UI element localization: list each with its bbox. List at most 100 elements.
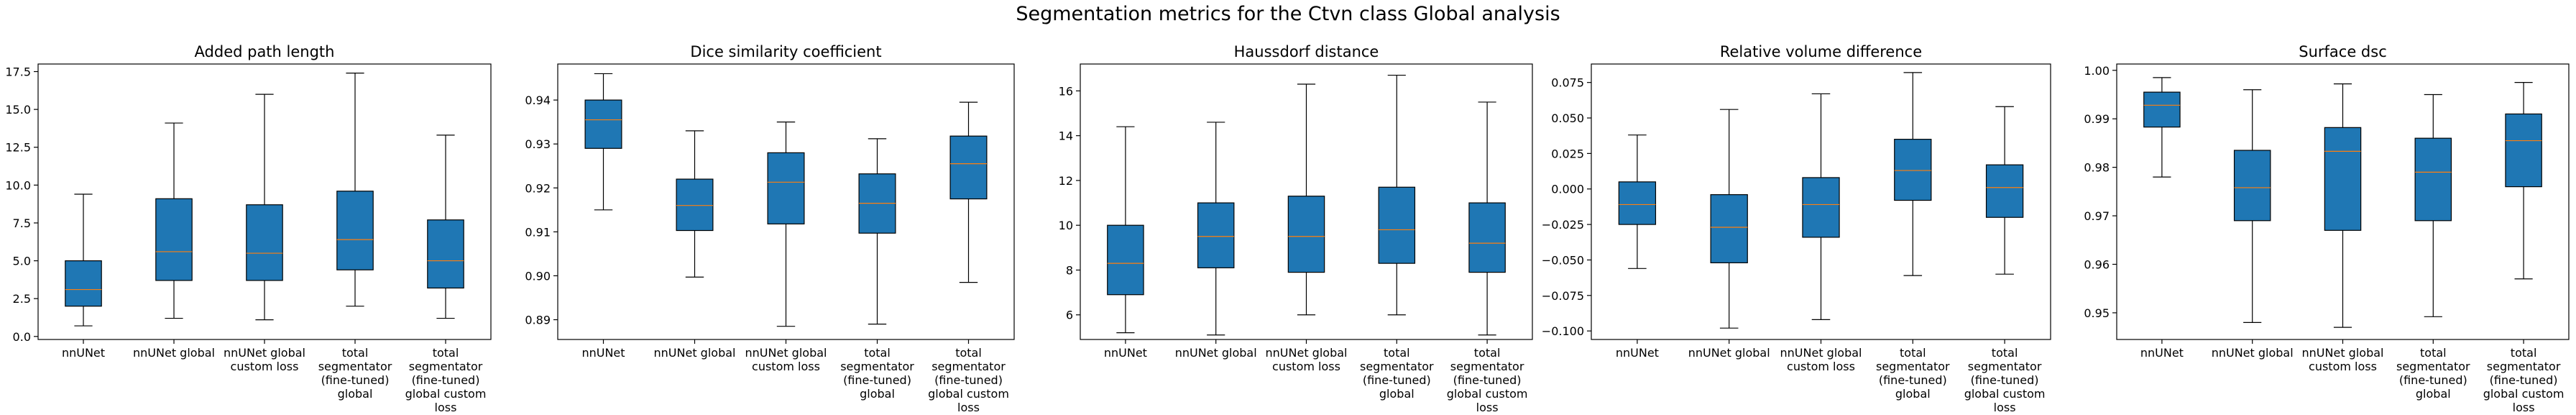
x-tick-label-line: nnUNet global bbox=[1175, 346, 1257, 360]
x-tick-label-line: nnUNet global bbox=[654, 346, 736, 360]
x-tick-label-line: global custom bbox=[405, 387, 487, 401]
box-3 bbox=[1802, 93, 1840, 320]
x-tick-label: nnUNet global bbox=[1688, 346, 1770, 360]
x-tick-label: nnUNet global custom loss bbox=[224, 346, 305, 373]
x-tick-label: nnUNet bbox=[581, 346, 625, 360]
chart-title: Relative volume difference bbox=[1720, 43, 1922, 60]
box-body bbox=[2505, 113, 2542, 188]
x-tick-label: nnUNet bbox=[2140, 346, 2184, 360]
box-4 bbox=[336, 73, 374, 307]
box-body bbox=[1468, 202, 1506, 273]
y-tick-label: 12.5 bbox=[5, 141, 31, 155]
box-body bbox=[336, 191, 374, 270]
x-tick-label-line: total bbox=[2420, 346, 2447, 360]
box-1 bbox=[65, 193, 102, 327]
y-tick-label: −0.075 bbox=[1542, 289, 1584, 303]
box-body bbox=[1107, 224, 1144, 296]
x-tick-label-line: nnUNet global bbox=[2212, 346, 2294, 360]
y-tick-label: 10 bbox=[1059, 219, 1073, 232]
x-tick-label-line: total bbox=[864, 346, 891, 360]
box-5 bbox=[1985, 106, 2024, 275]
x-tick-label-line: global custom bbox=[928, 387, 1009, 401]
x-tick-label-line: total bbox=[1992, 346, 2018, 360]
y-tick-label: 0.0 bbox=[13, 330, 31, 344]
x-tick-label: nnUNet global bbox=[654, 346, 736, 360]
x-tick-label-line: (fine-tuned) bbox=[1879, 373, 1947, 387]
y-tick-label: −0.025 bbox=[1542, 218, 1584, 232]
x-tick-label: nnUNet global bbox=[2212, 346, 2294, 360]
x-tick-label-line: loss bbox=[1994, 401, 2016, 414]
y-tick-label: −0.100 bbox=[1542, 324, 1584, 338]
y-tick-label: 1.00 bbox=[2084, 64, 2110, 78]
x-tick-label: nnUNet bbox=[1616, 346, 1659, 360]
y-tick-label: 0.98 bbox=[2084, 161, 2110, 175]
x-tick-label: nnUNet bbox=[62, 346, 105, 360]
y-tick-label: 2.5 bbox=[13, 292, 31, 306]
chart-panel-3: Haussdorf distance 6 8 10 12 14 16 nnUNet nnUNet… bbox=[1059, 43, 1533, 414]
x-tick-label-line: (fine-tuned) bbox=[934, 373, 1003, 387]
box-3 bbox=[767, 122, 805, 327]
box-4 bbox=[1894, 72, 1932, 276]
x-tick-label: total segmentator (fine-tuned) global bbox=[840, 346, 914, 401]
box-1 bbox=[584, 73, 622, 211]
axes-frame bbox=[1080, 63, 1533, 340]
box-body bbox=[767, 152, 805, 224]
box-2 bbox=[2233, 89, 2271, 323]
x-tick-label: total segmentator (fine-tuned) global custo… bbox=[1964, 346, 2046, 414]
x-tick-label-line: nnUNet global bbox=[224, 346, 305, 360]
x-tick-label-line: total bbox=[433, 346, 459, 360]
box-2 bbox=[155, 122, 193, 319]
box-body bbox=[427, 219, 464, 289]
x-tick-label: total segmentator (fine-tuned) global custo… bbox=[2483, 346, 2564, 414]
box-body bbox=[65, 260, 102, 307]
y-tick-label: 16 bbox=[1059, 84, 1073, 98]
x-tick-label: total segmentator (fine-tuned) global bbox=[1876, 346, 1950, 401]
x-tick-label-line: segmentator bbox=[318, 360, 392, 373]
x-tick-label-line: total bbox=[955, 346, 982, 360]
box-1 bbox=[2143, 77, 2181, 178]
y-tick-label: 12 bbox=[1059, 174, 1073, 188]
y-tick-label: 0.89 bbox=[525, 314, 551, 327]
y-tick-label: 0.91 bbox=[525, 225, 551, 239]
x-tick-label-line: custom loss bbox=[1272, 360, 1340, 373]
y-tick-label: 17.5 bbox=[5, 65, 31, 79]
x-tick-label-line: segmentator bbox=[1876, 360, 1950, 373]
x-tick-label-line: nnUNet global bbox=[133, 346, 215, 360]
box-body bbox=[1985, 164, 2024, 218]
box-2 bbox=[676, 130, 714, 278]
y-tick-label: 14 bbox=[1059, 129, 1073, 143]
y-tick-label: 0.075 bbox=[1551, 76, 1584, 90]
x-tick-label-line: nnUNet bbox=[2140, 346, 2184, 360]
x-tick-label-line: loss bbox=[435, 401, 457, 414]
x-tick-label-line: nnUNet bbox=[1104, 346, 1147, 360]
box-1 bbox=[1618, 134, 1657, 269]
x-tick-label-line: (fine-tuned) bbox=[2490, 373, 2558, 387]
box-4 bbox=[1378, 74, 1416, 316]
x-tick-label-line: global custom bbox=[1964, 387, 2046, 401]
x-tick-label-line: (fine-tuned) bbox=[1363, 373, 1431, 387]
box-body bbox=[1378, 186, 1416, 264]
box-body bbox=[949, 135, 988, 200]
x-tick-label-line: nnUNet global bbox=[1688, 346, 1770, 360]
y-tick-label: 0.92 bbox=[525, 181, 551, 195]
x-tick-label-line: (fine-tuned) bbox=[321, 373, 390, 387]
x-tick-label: nnUNet global custom loss bbox=[1780, 346, 1862, 373]
x-tick-label: nnUNet bbox=[1104, 346, 1147, 360]
y-tick-label: 15.0 bbox=[5, 103, 31, 117]
x-tick-label-line: segmentator bbox=[2396, 360, 2470, 373]
x-tick-label-line: loss bbox=[2513, 401, 2535, 414]
box-5 bbox=[949, 101, 988, 283]
x-tick-label-line: (fine-tuned) bbox=[1971, 373, 2039, 387]
box-2 bbox=[1197, 122, 1235, 336]
chart-title: Haussdorf distance bbox=[1234, 43, 1379, 60]
x-tick-label-line: segmentator bbox=[409, 360, 483, 373]
x-tick-label: nnUNet global bbox=[133, 346, 215, 360]
x-tick-label-line: nnUNet bbox=[62, 346, 105, 360]
box-body bbox=[1710, 194, 1748, 263]
y-tick-label: 0.95 bbox=[2084, 306, 2110, 320]
axes-frame bbox=[1591, 63, 2051, 340]
x-tick-label: total segmentator (fine-tuned) global custo… bbox=[405, 346, 487, 414]
y-tick-label: 0.025 bbox=[1551, 147, 1584, 160]
box-body bbox=[1618, 181, 1657, 225]
box-body bbox=[1894, 139, 1932, 201]
